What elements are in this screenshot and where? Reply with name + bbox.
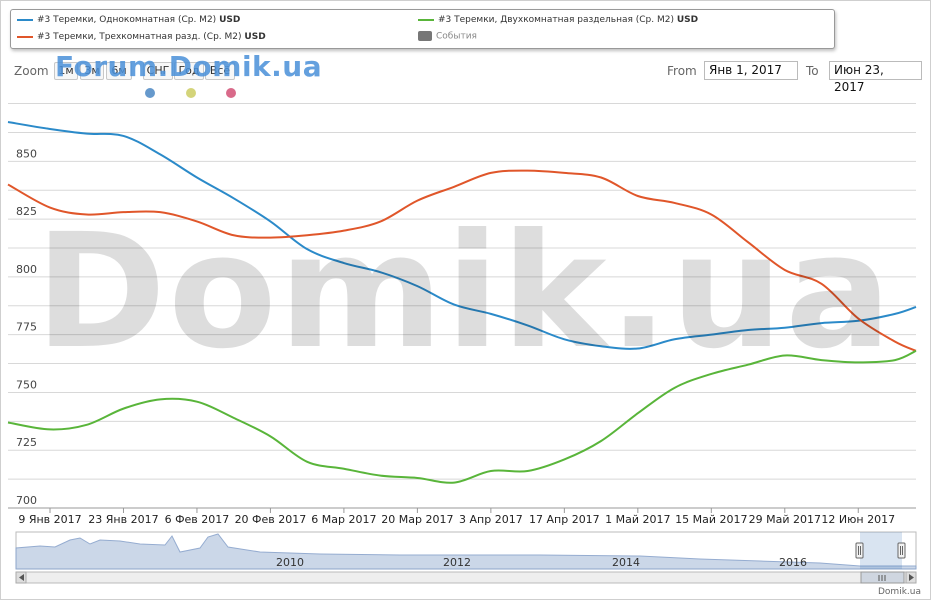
x-tick-label: 20 Фев 2017 xyxy=(235,513,307,526)
x-tick-label: 15 Май 2017 xyxy=(675,513,747,526)
y-tick-label: 800 xyxy=(16,263,37,276)
zoom-year-button[interactable]: Год xyxy=(174,62,204,80)
navigator-year-label: 2012 xyxy=(443,556,471,569)
legend-item-three-room[interactable]: #3 Теремки, Трехкомнатная разд. (Ср. М2)… xyxy=(17,32,266,42)
legend-unit: USD xyxy=(219,15,241,25)
to-date-input[interactable]: Июн 23, 2017 xyxy=(829,61,922,94)
navigator-handle xyxy=(897,542,906,559)
legend-item-one-room[interactable]: #3 Теремки, Однокомнатная (Ср. М2) USD xyxy=(17,15,240,25)
y-tick-label: 850 xyxy=(16,147,37,160)
x-tick-label: 20 Мар 2017 xyxy=(381,513,453,526)
zoom-all-button[interactable]: Всё xyxy=(205,62,235,80)
navigator-handle xyxy=(855,542,864,559)
y-tick-label: 725 xyxy=(16,436,37,449)
legend-swatch xyxy=(418,31,432,41)
x-axis: 9 Янв 2017 23 Янв 2017 6 Фев 2017 20 Фев 20… xyxy=(8,507,916,526)
series-line xyxy=(7,121,917,350)
series-lines xyxy=(7,121,917,484)
x-tick-label: 6 Фев 2017 xyxy=(165,513,230,526)
zoom-ytd-button[interactable]: СНГ xyxy=(143,62,173,80)
x-tick-label: 29 Май 2017 xyxy=(749,513,821,526)
legend-item-events[interactable]: События xyxy=(418,31,477,42)
y-axis-labels: 700 725 750 775 800 825 850 xyxy=(16,147,37,507)
series-line xyxy=(7,169,917,352)
legend-swatch xyxy=(17,35,33,38)
scroll-left-icon xyxy=(19,574,24,581)
legend-unit: USD xyxy=(676,15,699,25)
navigator-year-label: 2016 xyxy=(779,556,807,569)
navigator: 2010 2012 2014 2016 xyxy=(15,531,917,584)
event-dot-icon[interactable] xyxy=(145,88,155,98)
from-label: From xyxy=(667,64,697,78)
legend: #3 Теремки, Однокомнатная (Ср. М2) USD #… xyxy=(10,9,835,49)
y-tick-label: 775 xyxy=(16,321,37,334)
series-line xyxy=(7,349,917,484)
to-label: To xyxy=(806,64,819,78)
legend-label: #3 Теремки, Трехкомнатная разд. (Ср. М2) xyxy=(37,32,242,42)
from-date-input[interactable]: Янв 1, 2017 xyxy=(704,61,798,80)
x-tick-label: 6 Мар 2017 xyxy=(311,513,376,526)
x-tick-label: 12 Июн 2017 xyxy=(821,513,895,526)
watermark-forum: Forum.Domik.ua xyxy=(55,50,323,83)
x-tick-label: 3 Апр 2017 xyxy=(459,513,523,526)
zoom-1m-button[interactable]: 1м xyxy=(54,62,78,80)
legend-label: События xyxy=(436,31,477,42)
x-tick-label: 17 Апр 2017 xyxy=(529,513,600,526)
event-dot-icon[interactable] xyxy=(226,88,236,98)
scrollbar-track xyxy=(15,571,917,584)
event-dot-icon[interactable] xyxy=(186,88,196,98)
navigator-selection xyxy=(860,532,902,569)
x-tick-label: 9 Янв 2017 xyxy=(18,513,81,526)
credit-link[interactable]: Domik.ua xyxy=(878,587,921,597)
legend-swatch xyxy=(17,18,33,21)
x-tick-label: 23 Янв 2017 xyxy=(88,513,158,526)
grid-lines xyxy=(8,103,916,509)
y-tick-label: 750 xyxy=(16,378,37,391)
navigator-area xyxy=(15,533,917,570)
x-tick-label: 1 Май 2017 xyxy=(605,513,670,526)
zoom-6m-button[interactable]: 6м xyxy=(106,62,132,80)
y-tick-label: 825 xyxy=(16,205,37,218)
scroll-right-icon xyxy=(909,574,914,581)
legend-label: #3 Теремки, Двухкомнатная раздельная (Ср… xyxy=(438,15,674,25)
legend-swatch xyxy=(418,18,434,21)
zoom-label: Zoom xyxy=(14,64,49,78)
legend-item-two-room[interactable]: #3 Теремки, Двухкомнатная раздельная (Ср… xyxy=(418,15,698,25)
watermark-domik: Domik.ua xyxy=(35,200,894,384)
zoom-3m-button[interactable]: 3м xyxy=(80,62,104,80)
legend-label: #3 Теремки, Однокомнатная (Ср. М2) xyxy=(37,15,217,25)
y-tick-label: 700 xyxy=(16,494,37,507)
navigator-year-label: 2010 xyxy=(276,556,304,569)
navigator-year-label: 2014 xyxy=(612,556,640,569)
legend-unit: USD xyxy=(244,32,266,42)
